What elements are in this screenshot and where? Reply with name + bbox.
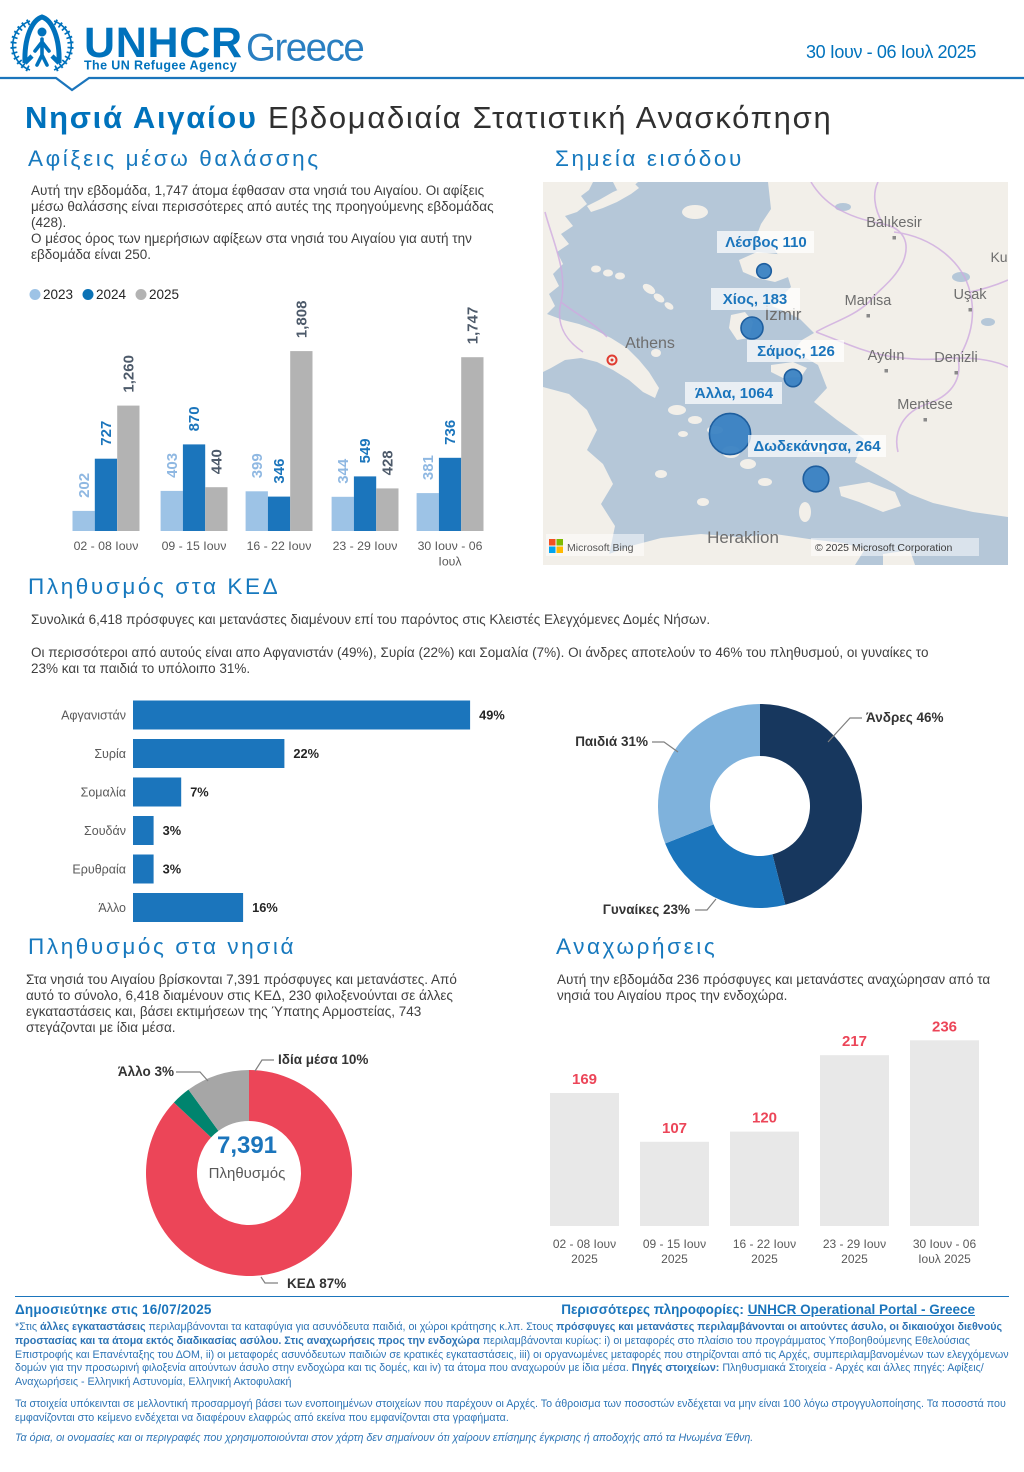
- svg-text:Σάμος, 126: Σάμος, 126: [757, 343, 835, 360]
- svg-text:Δωδεκάνησα, 264: Δωδεκάνησα, 264: [753, 438, 881, 455]
- svg-text:22%: 22%: [293, 746, 319, 761]
- svg-text:2025: 2025: [571, 1252, 598, 1266]
- svg-text:Denizli: Denizli: [934, 350, 978, 366]
- svg-text:23 - 29 Ιουν: 23 - 29 Ιουν: [823, 1237, 886, 1251]
- svg-text:Athens: Athens: [625, 335, 675, 352]
- svg-text:30 Ιουν - 06 Ιουλ 2025: 30 Ιουν - 06 Ιουλ 2025: [806, 42, 976, 62]
- svg-text:Ιουλ 2025: Ιουλ 2025: [918, 1252, 971, 1266]
- svg-text:346: 346: [271, 459, 288, 484]
- svg-text:49%: 49%: [479, 708, 505, 723]
- svg-text:Ιουλ: Ιουλ: [438, 555, 462, 569]
- svg-text:870: 870: [186, 406, 203, 431]
- svg-text:Λέσβος 110: Λέσβος 110: [725, 234, 807, 251]
- svg-text:399: 399: [249, 453, 266, 478]
- svg-text:09 - 15 Ιουν: 09 - 15 Ιουν: [162, 539, 227, 553]
- svg-text:16 - 22 Ιουν: 16 - 22 Ιουν: [247, 539, 312, 553]
- svg-text:2023: 2023: [43, 287, 73, 302]
- svg-text:Manisa: Manisa: [845, 293, 893, 309]
- svg-text:Χίος, 183: Χίος, 183: [723, 291, 788, 308]
- svg-text:344: 344: [335, 458, 352, 484]
- svg-text:16%: 16%: [252, 900, 278, 915]
- svg-text:The UN Refugee Agency: The UN Refugee Agency: [84, 59, 237, 73]
- svg-text:Aydın: Aydın: [868, 348, 905, 364]
- svg-text:428: 428: [380, 450, 397, 475]
- svg-text:2025: 2025: [841, 1252, 868, 1266]
- svg-text:16 - 22 Ιουν: 16 - 22 Ιουν: [733, 1237, 796, 1251]
- svg-text:727: 727: [98, 421, 115, 446]
- svg-text:Άλλα, 1064: Άλλα, 1064: [695, 385, 774, 402]
- svg-text:7,391: 7,391: [217, 1132, 277, 1159]
- svg-text:1,260: 1,260: [121, 355, 138, 393]
- svg-text:09 - 15 Ιουν: 09 - 15 Ιουν: [643, 1237, 706, 1251]
- svg-text:236: 236: [932, 1020, 957, 1035]
- svg-text:Σουδάν: Σουδάν: [84, 824, 126, 838]
- svg-text:440: 440: [209, 449, 226, 474]
- svg-text:Uşak: Uşak: [953, 287, 987, 303]
- svg-text:1,808: 1,808: [294, 301, 311, 339]
- svg-text:Άλλο: Άλλο: [98, 901, 126, 915]
- svg-text:Συρία: Συρία: [94, 747, 126, 761]
- svg-text:Mentese: Mentese: [897, 397, 953, 413]
- svg-text:UNHCR: UNHCR: [84, 19, 243, 67]
- svg-text:Γυναίκες 23%: Γυναίκες 23%: [603, 902, 690, 917]
- svg-text:30 Ιουν - 06: 30 Ιουν - 06: [418, 539, 483, 553]
- svg-text:Balıkesir: Balıkesir: [866, 215, 922, 231]
- svg-text:30 Ιουν - 06: 30 Ιουν - 06: [913, 1237, 977, 1251]
- svg-text:02 - 08 Ιουν: 02 - 08 Ιουν: [553, 1237, 616, 1251]
- svg-text:202: 202: [76, 473, 93, 498]
- svg-text:Πληθυσμός: Πληθυσμός: [209, 1165, 286, 1182]
- svg-text:107: 107: [662, 1120, 687, 1137]
- svg-text:736: 736: [442, 420, 459, 445]
- svg-text:ΚΕΔ 87%: ΚΕΔ 87%: [287, 1276, 346, 1291]
- svg-text:381: 381: [420, 455, 437, 480]
- svg-text:02 - 08 Ιουν: 02 - 08 Ιουν: [74, 539, 139, 553]
- svg-text:2024: 2024: [96, 287, 127, 302]
- svg-text:549: 549: [357, 438, 374, 463]
- svg-text:2025: 2025: [661, 1252, 688, 1266]
- svg-text:2025: 2025: [149, 287, 179, 302]
- svg-text:Greece: Greece: [246, 27, 363, 70]
- svg-text:1,747: 1,747: [465, 307, 482, 345]
- svg-text:Αφγανιστάν: Αφγανιστάν: [61, 709, 126, 723]
- svg-text:Ερυθραία: Ερυθραία: [72, 863, 126, 877]
- svg-text:© 2025 Microsoft Corporation: © 2025 Microsoft Corporation: [815, 542, 952, 554]
- svg-text:403: 403: [164, 453, 181, 478]
- svg-text:2025: 2025: [751, 1252, 778, 1266]
- svg-text:Άλλο 3%: Άλλο 3%: [118, 1064, 174, 1079]
- svg-text:7%: 7%: [190, 785, 209, 800]
- svg-text:217: 217: [842, 1033, 867, 1050]
- svg-text:169: 169: [572, 1071, 597, 1088]
- svg-text:Σομαλία: Σομαλία: [81, 786, 126, 800]
- svg-text:23 - 29 Ιουν: 23 - 29 Ιουν: [333, 539, 398, 553]
- svg-text:Άνδρες 46%: Άνδρες 46%: [866, 710, 944, 725]
- svg-text:Ιδία μέσα 10%: Ιδία μέσα 10%: [278, 1052, 368, 1067]
- svg-text:3%: 3%: [163, 823, 182, 838]
- svg-text:Παιδιά 31%: Παιδιά 31%: [575, 734, 648, 749]
- svg-text:Heraklion: Heraklion: [707, 528, 779, 547]
- svg-text:120: 120: [752, 1110, 777, 1127]
- svg-text:3%: 3%: [163, 862, 182, 877]
- svg-text:Ku: Ku: [990, 249, 1007, 265]
- svg-text:Microsoft Bing: Microsoft Bing: [567, 542, 634, 554]
